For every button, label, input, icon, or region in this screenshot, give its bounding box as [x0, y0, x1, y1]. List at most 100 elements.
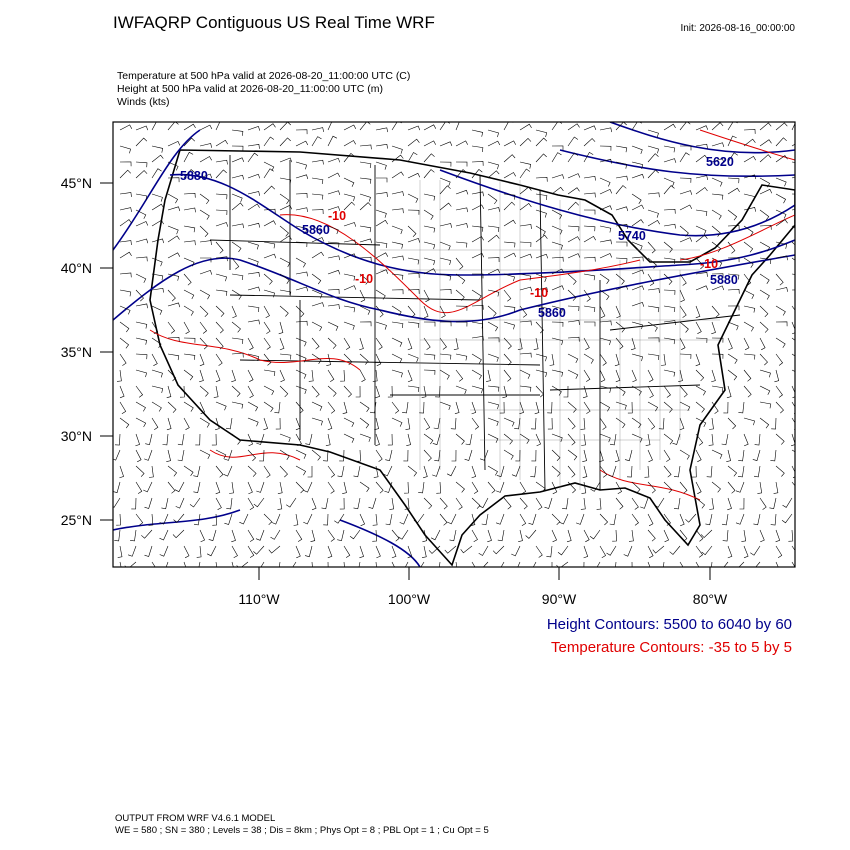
wind-barb — [455, 289, 465, 301]
wind-barb — [547, 417, 553, 430]
wind-barb — [215, 169, 227, 179]
wind-barb — [183, 545, 190, 559]
wind-barb — [743, 337, 750, 351]
wind-barb — [535, 153, 547, 163]
wind-barb — [631, 497, 639, 510]
wind-barb — [453, 337, 459, 350]
wind-barb — [535, 353, 547, 362]
wind-barb — [407, 465, 418, 477]
wind-barb — [551, 186, 564, 195]
wind-barb — [775, 273, 784, 286]
wind-barb — [167, 369, 177, 382]
wind-barb — [439, 257, 452, 265]
wind-barb — [199, 156, 212, 163]
wind-barb — [263, 369, 276, 377]
wind-barb — [183, 123, 196, 131]
wind-barb — [743, 241, 754, 253]
wind-barb — [743, 155, 756, 163]
wind-barb — [279, 137, 291, 147]
wind-barb — [647, 417, 656, 430]
wind-barb — [231, 145, 244, 151]
wind-barb — [551, 152, 562, 163]
wind-barb — [596, 561, 601, 567]
wind-barb — [247, 369, 254, 382]
wind-barbs — [113, 122, 795, 567]
wind-barb — [148, 513, 154, 526]
wind-barb — [215, 449, 227, 459]
wind-barb — [135, 513, 144, 526]
wind-barb — [167, 353, 180, 361]
wind-barb — [679, 385, 688, 398]
wind-barb — [195, 433, 201, 446]
wind-barb — [750, 545, 761, 556]
wind-barb — [231, 174, 244, 180]
wind-barb — [211, 433, 217, 446]
wind-barb — [423, 289, 430, 303]
wind-barb — [583, 289, 591, 302]
wind-barb — [166, 449, 171, 462]
wind-barb — [567, 152, 579, 163]
wind-barb — [439, 369, 450, 380]
wind-barb — [247, 272, 260, 277]
wind-barb — [199, 369, 204, 383]
wind-barb — [663, 177, 675, 187]
wind-barb — [759, 417, 770, 429]
wind-barb — [471, 417, 480, 430]
wind-barb — [589, 529, 601, 540]
wind-barb — [295, 129, 308, 135]
wind-barb — [711, 353, 724, 359]
wind-barb — [679, 401, 691, 412]
wind-barb — [647, 129, 659, 138]
wind-barb — [439, 202, 452, 211]
wind-barb — [423, 369, 436, 375]
wind-barb — [391, 305, 402, 316]
wind-barb — [295, 465, 307, 476]
wind-barb — [359, 225, 372, 233]
wind-barb — [455, 481, 465, 493]
wind-barb — [423, 153, 435, 163]
wind-barb — [199, 289, 211, 300]
wind-barb — [535, 273, 547, 283]
wind-barb — [183, 321, 190, 334]
wind-barb — [679, 257, 692, 265]
wind-barb — [460, 545, 473, 554]
wind-barb — [673, 465, 681, 478]
wind-barb — [113, 497, 121, 508]
wind-barb — [375, 252, 389, 259]
wind-barb — [247, 152, 259, 163]
wind-barb — [706, 465, 713, 478]
wind-barb — [224, 449, 233, 461]
wind-barb — [663, 529, 669, 543]
wind-barb — [295, 481, 305, 494]
wind-barb — [311, 449, 321, 461]
contour-label: 5880 — [710, 273, 738, 287]
wind-barb — [215, 337, 224, 350]
wind-barb — [359, 513, 365, 527]
wind-barb — [263, 385, 275, 396]
wind-barb — [487, 353, 499, 362]
wind-barb — [631, 269, 645, 275]
wind-barb — [374, 417, 379, 430]
wind-barb — [375, 209, 387, 218]
wind-barb — [193, 481, 201, 494]
wind-barb — [464, 449, 473, 461]
wind-barb — [615, 285, 629, 291]
wind-barb — [247, 353, 260, 361]
wind-barb — [247, 222, 261, 228]
wind-barb — [672, 433, 681, 445]
wind-barb — [151, 203, 164, 211]
wind-barb — [263, 417, 268, 431]
wind-barb — [487, 170, 500, 179]
wind-barb — [260, 561, 265, 567]
wind-barb — [615, 273, 625, 285]
wind-barb — [423, 140, 436, 147]
wind-barb — [583, 337, 590, 350]
wind-barb — [791, 545, 795, 558]
wind-barb — [626, 465, 633, 478]
wind-barb — [759, 139, 772, 147]
wind-barb — [631, 353, 643, 362]
wind-barb — [759, 188, 773, 195]
wind-barb — [583, 369, 591, 382]
wind-barb — [455, 223, 468, 228]
wind-barb — [695, 257, 705, 270]
